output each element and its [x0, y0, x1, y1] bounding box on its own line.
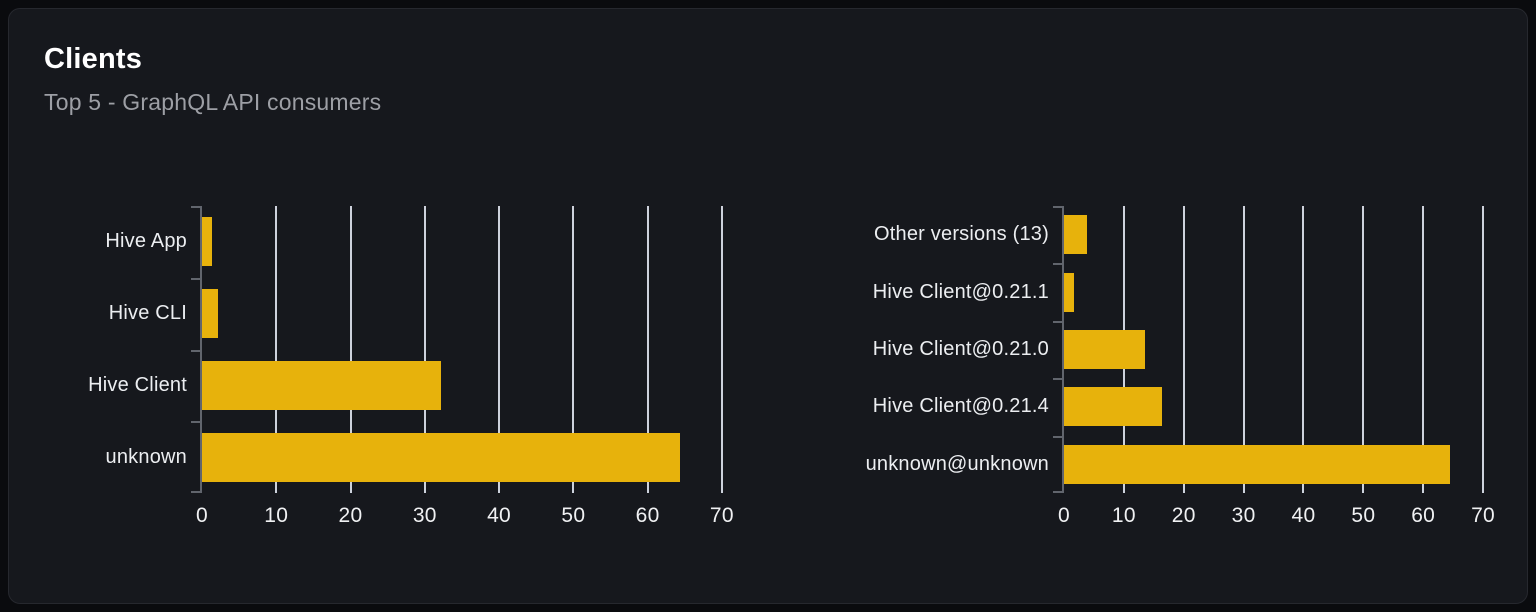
y-axis-tick	[1053, 263, 1063, 266]
x-tick-label: 40	[1291, 504, 1316, 527]
bar-chart-clients: Hive App Hive CLI Hive Client unknown 0 10 20…	[85, 206, 759, 527]
gridline	[1362, 206, 1365, 493]
category-label: Other versions (13)	[874, 223, 1049, 246]
gridline	[1242, 206, 1245, 493]
gridline	[646, 206, 649, 493]
panel-header: Clients Top 5 - GraphQL API consumers	[44, 43, 381, 117]
gridline	[1182, 206, 1185, 493]
plot-area: 0 10 20 30 40 50 60 70	[1053, 206, 1513, 527]
bar-row	[1064, 206, 1513, 263]
category-label: Hive CLI	[108, 302, 187, 325]
x-tick-label: 30	[1231, 504, 1256, 527]
x-tick-label: 10	[264, 504, 289, 527]
y-axis-tick	[191, 277, 201, 280]
x-tick-label: 40	[487, 504, 512, 527]
gridline	[572, 206, 575, 493]
x-tick-label: 70	[1471, 504, 1496, 527]
y-axis-tick	[1053, 378, 1063, 381]
gridline	[275, 206, 278, 493]
y-axis-tick	[191, 349, 201, 352]
plot-area: 0 10 20 30 40 50 60 70	[191, 206, 759, 527]
bar-row	[202, 206, 759, 278]
x-tick-label: 20	[338, 504, 363, 527]
y-axis-tick	[1053, 320, 1063, 323]
bar[interactable]	[1064, 215, 1088, 255]
bar-row	[202, 421, 759, 493]
x-axis: 0 10 20 30 40 50 60 70	[1058, 493, 1513, 537]
gridline	[1302, 206, 1305, 493]
gridline	[498, 206, 501, 493]
bar[interactable]	[202, 360, 442, 410]
x-tick-label: 0	[1058, 504, 1070, 527]
x-tick-label: 70	[709, 504, 734, 527]
bar-chart-client-versions: Other versions (13) Hive Client@0.21.1 Hiv…	[837, 206, 1513, 527]
y-axis-tick	[1053, 435, 1063, 438]
bar-row	[1064, 263, 1513, 320]
y-axis-tick	[191, 206, 201, 208]
category-label: Hive App	[105, 230, 187, 253]
panel-subtitle: Top 5 - GraphQL API consumers	[44, 89, 382, 116]
category-axis: Other versions (13) Hive Client@0.21.1 Hiv…	[837, 206, 1062, 493]
x-tick-label: 0	[196, 504, 208, 527]
gridline	[720, 206, 723, 493]
bar[interactable]	[1064, 329, 1146, 369]
y-axis-tick	[191, 421, 201, 424]
x-tick-label: 60	[1411, 504, 1436, 527]
x-axis: 0 10 20 30 40 50 60 70	[196, 493, 759, 537]
bar[interactable]	[1064, 272, 1074, 312]
x-tick-label: 50	[1351, 504, 1376, 527]
x-tick-label: 30	[412, 504, 437, 527]
bar[interactable]	[1064, 387, 1163, 427]
bar[interactable]	[202, 289, 218, 339]
bar-row	[202, 350, 759, 422]
category-axis: Hive App Hive CLI Hive Client unknown	[85, 206, 200, 493]
category-label: unknown	[105, 445, 187, 468]
category-label: unknown@unknown	[865, 452, 1049, 475]
y-axis-tick	[1053, 491, 1063, 493]
category-label: Hive Client@0.21.1	[872, 280, 1049, 303]
gridline	[349, 206, 352, 493]
clients-panel: Clients Top 5 - GraphQL API consumers Hi…	[8, 8, 1528, 604]
bar-row	[202, 278, 759, 350]
bar-row	[1064, 378, 1513, 435]
y-axis-tick	[1053, 206, 1063, 208]
gridline	[1422, 206, 1425, 493]
bar-row	[1064, 321, 1513, 378]
bar-row	[1064, 436, 1513, 493]
x-tick-label: 50	[561, 504, 586, 527]
x-tick-label: 20	[1171, 504, 1196, 527]
bar[interactable]	[1064, 444, 1451, 484]
category-label: Hive Client@0.21.0	[872, 338, 1049, 361]
gridline	[423, 206, 426, 493]
category-label: Hive Client	[88, 373, 187, 396]
x-tick-label: 10	[1111, 504, 1136, 527]
panel-title: Clients	[44, 43, 143, 75]
category-label: Hive Client@0.21.4	[872, 395, 1049, 418]
bar[interactable]	[202, 217, 213, 267]
gridline	[1482, 206, 1485, 493]
bar[interactable]	[202, 432, 680, 482]
x-tick-label: 60	[635, 504, 660, 527]
y-axis-tick	[191, 491, 201, 493]
